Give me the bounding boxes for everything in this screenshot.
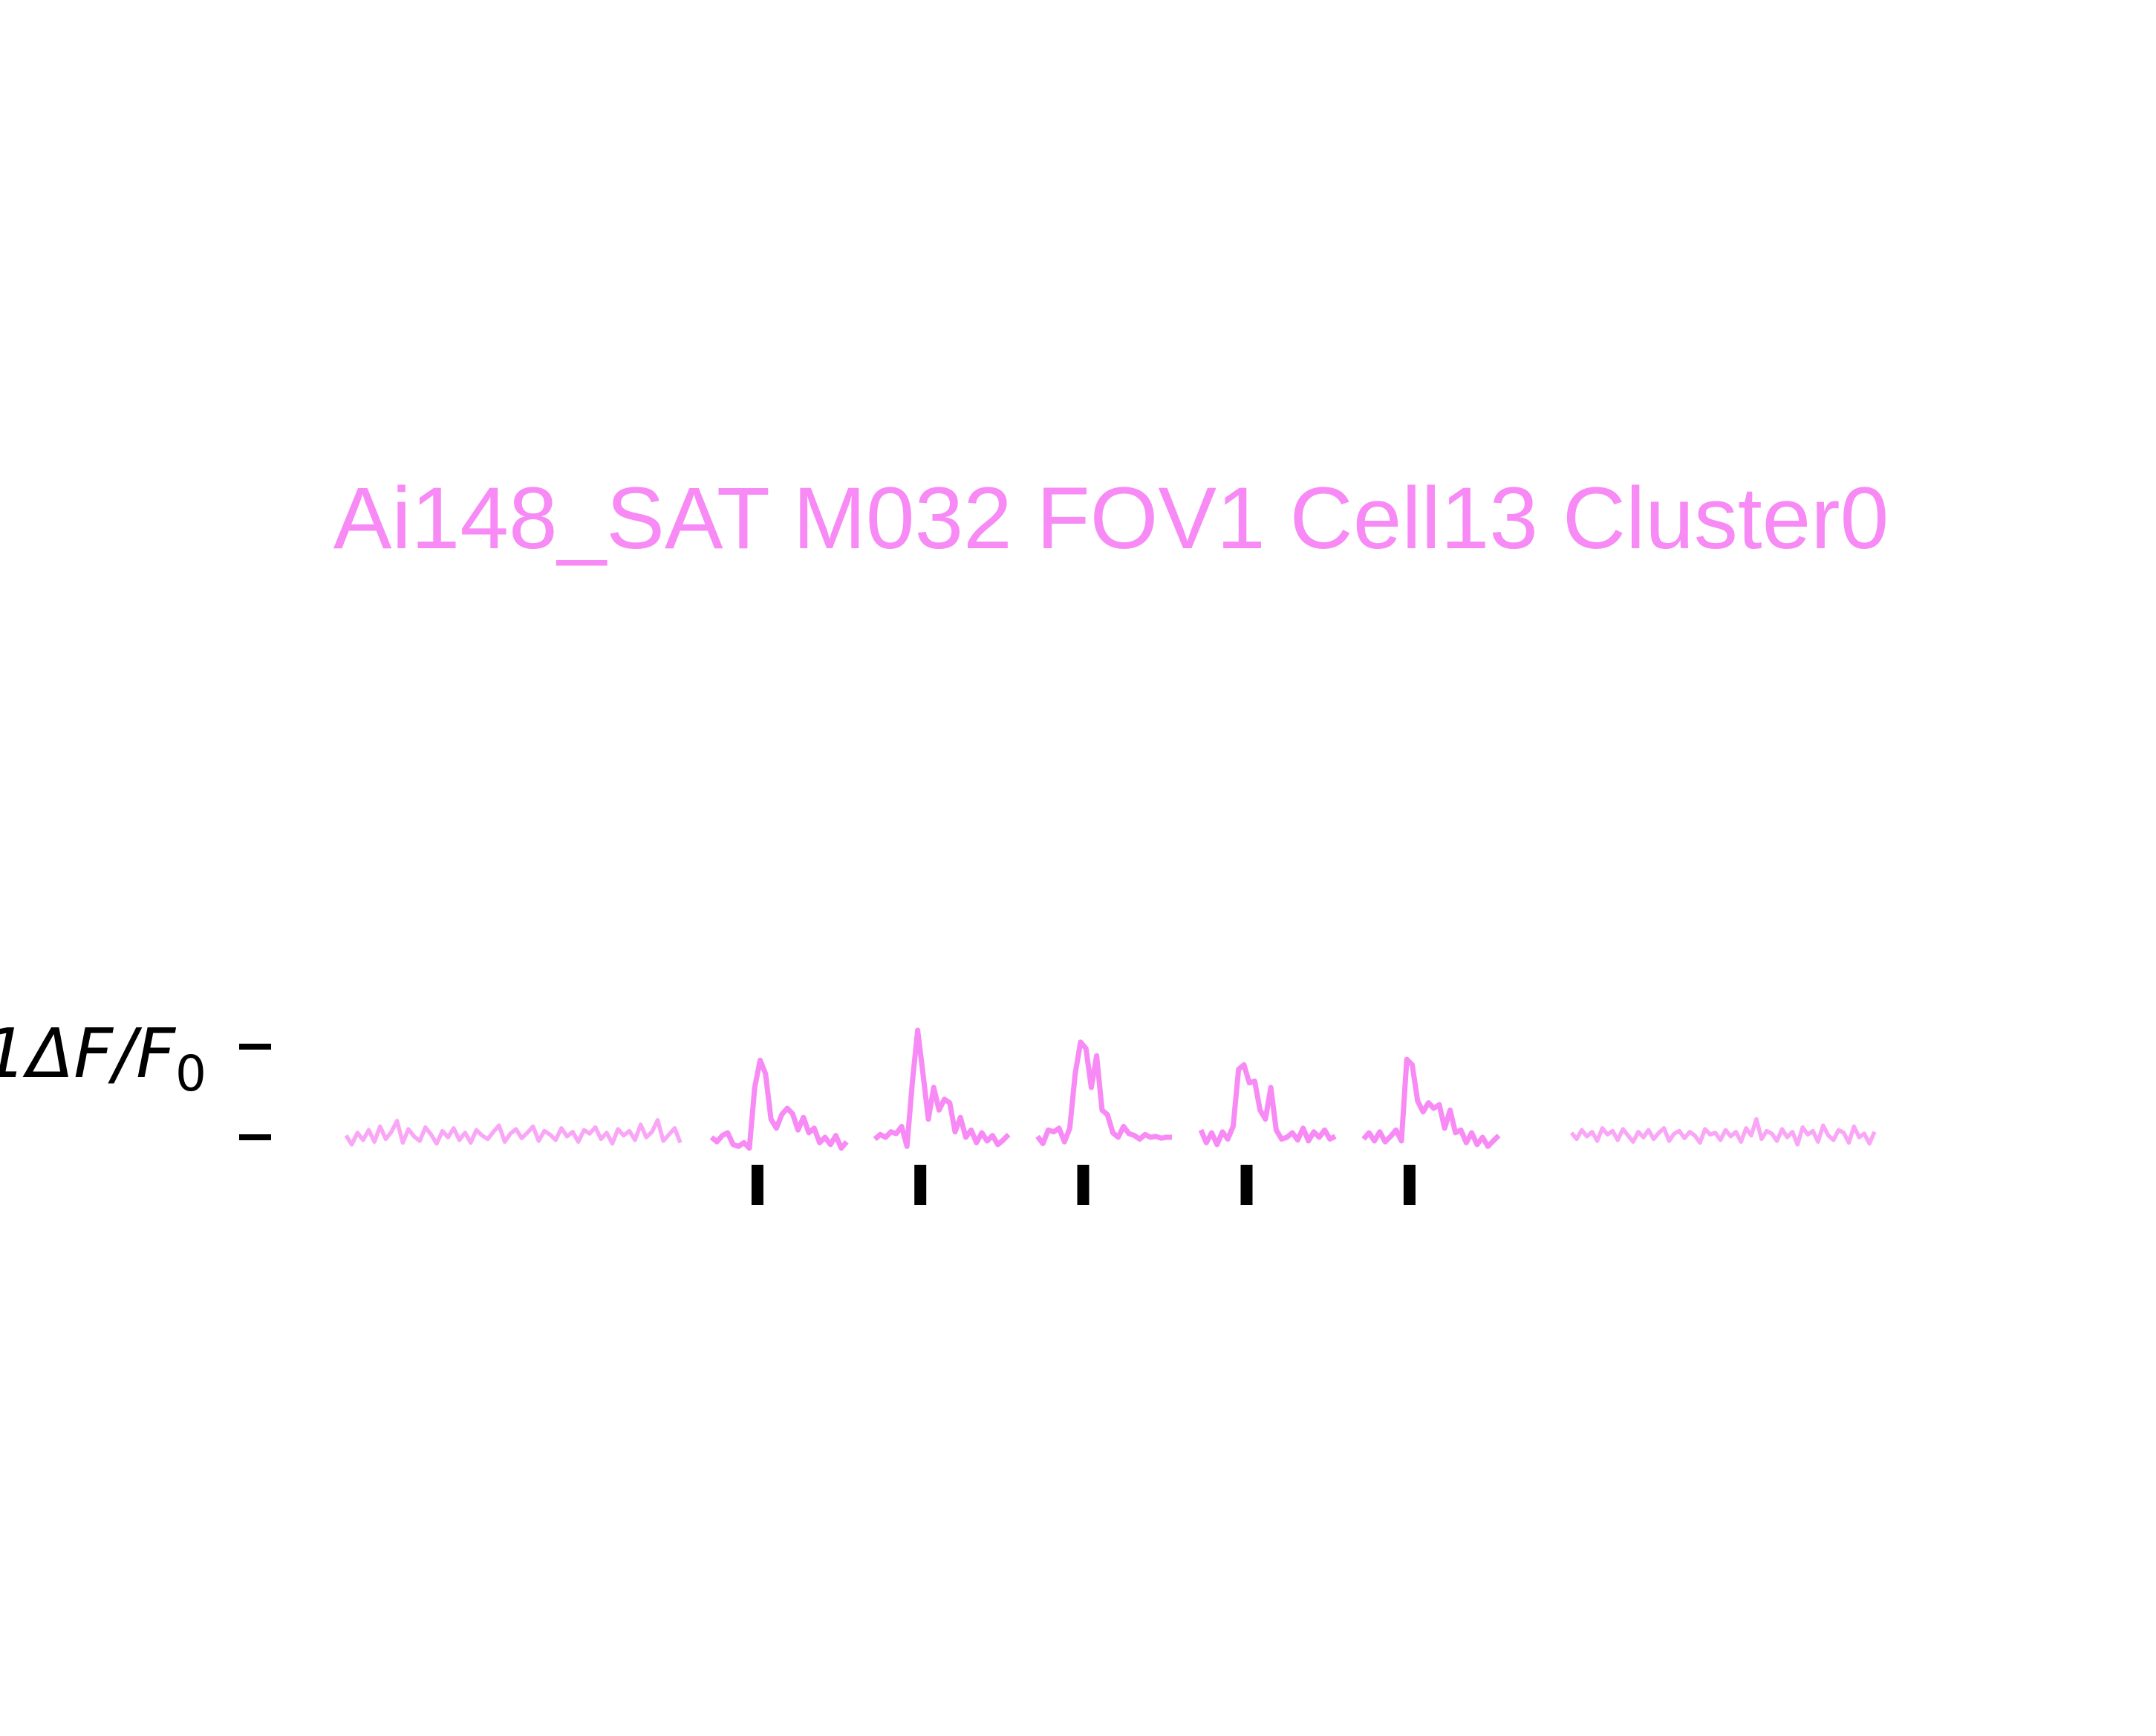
y-axis-label-subscript: 0 <box>175 1045 206 1102</box>
stimulus-marker-2 <box>914 1165 927 1205</box>
stimulus-marker-3 <box>1077 1165 1090 1205</box>
stimulus-marker-4 <box>1240 1165 1253 1205</box>
trace-trial-5 <box>1361 1056 1501 1149</box>
y-axis-label: 1ΔF/F0 <box>0 1014 206 1102</box>
y-axis-label-prefix: 1 <box>0 1014 27 1093</box>
trace-group <box>344 1027 1877 1151</box>
trace-trial-1 <box>709 1057 849 1151</box>
trace-trial-2 <box>873 1027 1011 1149</box>
stimulus-marker-5 <box>1403 1165 1416 1205</box>
trace-trial-4 <box>1198 1062 1337 1148</box>
scale-bar <box>239 1044 271 1140</box>
stimulus-markers <box>751 1165 1416 1205</box>
y-axis-label-main: ΔF/F <box>22 1014 176 1093</box>
trace-baseline-post <box>1569 1116 1877 1147</box>
stimulus-marker-1 <box>751 1165 763 1205</box>
trace-baseline-pre <box>344 1118 683 1147</box>
chart-title: Ai148_SAT M032 FOV1 Cell13 Cluster0 <box>333 469 1889 568</box>
trace-trial-3 <box>1035 1039 1172 1146</box>
